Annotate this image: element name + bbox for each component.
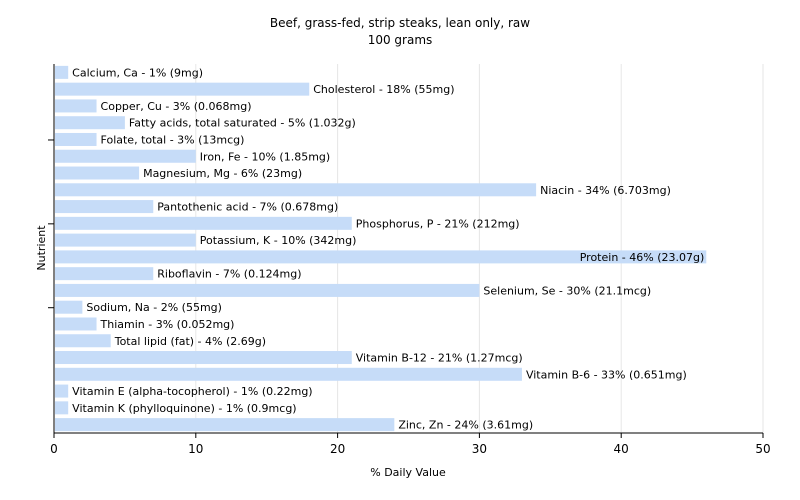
bar-label: Vitamin B-12 - 21% (1.27mcg): [356, 352, 523, 365]
bar: [55, 384, 69, 398]
bar-label: Iron, Fe - 10% (1.85mg): [200, 150, 330, 163]
bar: [55, 132, 97, 146]
bar-label: Protein - 46% (23.07g): [580, 251, 705, 264]
y-axis-title: Nutrient: [35, 225, 48, 271]
bar-label: Phosphorus, P - 21% (212mg): [356, 217, 520, 230]
bar-label: Vitamin K (phylloquinone) - 1% (0.9mcg): [72, 402, 296, 415]
bar: [55, 166, 140, 180]
bar: [55, 99, 97, 113]
bar: [55, 351, 352, 365]
bar: [55, 418, 395, 432]
x-axis-ticks: 0 10 20 30 40 50: [50, 433, 771, 456]
bar-label: Selenium, Se - 30% (21.1mcg): [483, 284, 651, 297]
bar-label: Magnesium, Mg - 6% (23mg): [143, 167, 302, 180]
axes: [48, 64, 763, 434]
x-tick-label: 40: [614, 442, 629, 456]
bar-label: Cholesterol - 18% (55mg): [313, 83, 454, 96]
bar-label: Niacin - 34% (6.703mg): [540, 184, 671, 197]
bar-label: Sodium, Na - 2% (55mg): [86, 301, 222, 314]
bar: [55, 300, 83, 314]
bar-label: Vitamin E (alpha-tocopherol) - 1% (0.22m…: [72, 385, 312, 398]
bar: [55, 65, 69, 79]
x-axis-title: % Daily Value: [370, 466, 446, 479]
bar-label: Copper, Cu - 3% (0.068mg): [101, 100, 252, 113]
bar: [55, 334, 111, 348]
bar: [55, 250, 707, 264]
bar: [55, 233, 196, 247]
bar-label: Pantothenic acid - 7% (0.678mg): [157, 201, 338, 214]
bar-label: Calcium, Ca - 1% (9mg): [72, 66, 203, 79]
x-tick-label: 20: [330, 442, 345, 456]
bar: [55, 216, 352, 230]
bar-label: Vitamin B-6 - 33% (0.651mg): [526, 368, 687, 381]
bar-label: Total lipid (fat) - 4% (2.69g): [114, 335, 266, 348]
bar: [55, 82, 310, 96]
bar: [55, 183, 537, 197]
bar-label: Riboflavin - 7% (0.124mg): [157, 268, 301, 281]
bar-label: Folate, total - 3% (13mcg): [101, 133, 245, 146]
bar: [55, 116, 125, 130]
bar: [55, 283, 480, 297]
bar-label: Thiamin - 3% (0.052mg): [100, 318, 235, 331]
bar-label: Potassium, K - 10% (342mg): [200, 234, 357, 247]
bar-label: Zinc, Zn - 24% (3.61mg): [398, 419, 533, 432]
bar: [55, 267, 154, 281]
x-tick-label: 30: [472, 442, 487, 456]
bar: [55, 149, 196, 163]
bars: Calcium, Ca - 1% (9mg) Cholesterol - 18% …: [55, 65, 707, 432]
x-tick-label: 10: [188, 442, 203, 456]
x-tick-label: 0: [50, 442, 58, 456]
bar: [55, 317, 97, 331]
bar: [55, 401, 69, 415]
bar: [55, 367, 522, 381]
bar: [55, 200, 154, 214]
chart-title: Beef, grass-fed, strip steaks, lean only…: [270, 16, 530, 30]
x-tick-label: 50: [755, 442, 770, 456]
bar-label: Fatty acids, total saturated - 5% (1.032…: [129, 117, 356, 130]
chart-subtitle: 100 grams: [368, 33, 433, 47]
